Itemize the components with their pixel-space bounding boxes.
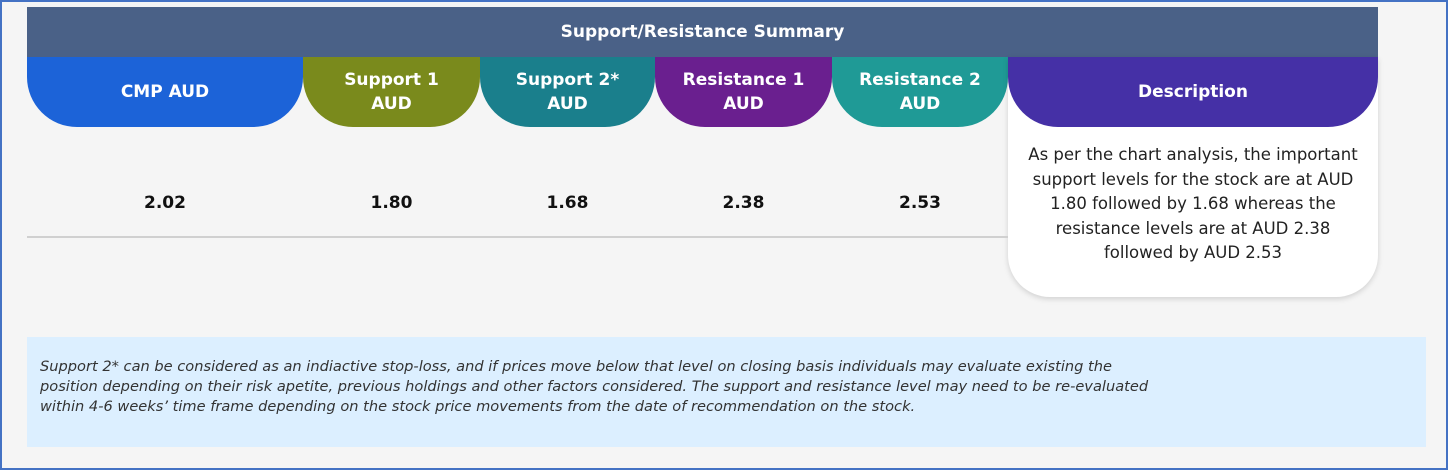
- column-header-support-2: Support 2* AUD: [480, 57, 655, 127]
- resistance-2-value: 2.53: [899, 193, 941, 213]
- column-header-label: Description: [1138, 82, 1248, 102]
- column-header-description: Description: [1008, 57, 1378, 127]
- column-header-label: Resistance 2: [859, 70, 981, 90]
- note-line: within 4-6 weeks’ time frame depending o…: [40, 398, 916, 415]
- cmp-value: 2.02: [144, 193, 186, 213]
- column-header-unit: AUD: [371, 94, 412, 114]
- summary-title: Support/Resistance Summary: [27, 7, 1378, 57]
- column-header-resistance-2: Resistance 2 AUD: [832, 57, 1008, 127]
- row-divider: [27, 236, 1008, 238]
- column-header-label: Support 2*: [515, 70, 620, 90]
- disclaimer-note: Support 2* can be considered as an india…: [27, 337, 1426, 447]
- note-line: Support 2* can be considered as an india…: [40, 358, 1112, 375]
- description-text: As per the chart analysis, the important…: [1028, 145, 1358, 262]
- support-2-value: 1.68: [546, 193, 589, 213]
- column-header-resistance-1: Resistance 1 AUD: [655, 57, 832, 127]
- note-line: position depending on their risk apetite…: [40, 378, 1149, 395]
- column-header-support-1: Support 1 AUD: [303, 57, 480, 127]
- resistance-1-value: 2.38: [722, 193, 765, 213]
- column-header-label: Resistance 1: [682, 70, 805, 90]
- column-header-unit: AUD: [547, 94, 588, 114]
- support-1-value: 1.80: [370, 193, 413, 213]
- column-header-unit: AUD: [723, 94, 764, 114]
- column-header-unit: AUD: [899, 94, 941, 114]
- column-header-label: Support 1: [344, 70, 439, 90]
- column-header-label: CMP AUD: [120, 82, 210, 102]
- column-header-cmp: CMP AUD: [27, 57, 303, 127]
